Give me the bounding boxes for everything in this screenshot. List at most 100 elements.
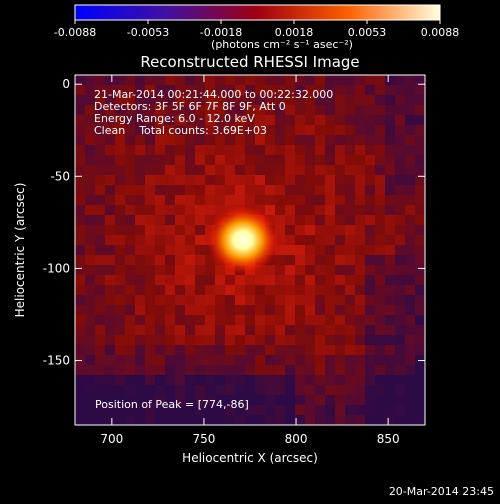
heatmap-cell	[395, 215, 406, 226]
heatmap-cell	[195, 255, 206, 266]
heatmap-cell	[145, 365, 156, 376]
heatmap-cell	[135, 225, 146, 236]
heatmap-cell	[315, 265, 326, 276]
heatmap-cell	[345, 315, 356, 326]
heatmap-cell	[255, 315, 266, 326]
heatmap-cell	[385, 345, 396, 356]
heatmap-cell	[295, 265, 306, 276]
heatmap-cell	[175, 75, 186, 86]
heatmap-cell	[255, 75, 266, 86]
heatmap-cell	[85, 205, 96, 216]
heatmap-cell	[125, 365, 136, 376]
heatmap-cell	[265, 405, 276, 416]
heatmap-cell	[265, 295, 276, 306]
heatmap-cell	[365, 245, 376, 256]
heatmap-cell	[145, 275, 156, 286]
heatmap-cell	[185, 345, 196, 356]
heatmap-cell	[145, 315, 156, 326]
heatmap-cell	[235, 285, 246, 296]
heatmap-cell	[165, 255, 176, 266]
heatmap-cell	[335, 195, 346, 206]
heatmap-cell	[95, 415, 106, 425]
heatmap-cell	[165, 415, 176, 425]
heatmap-cell	[375, 215, 386, 226]
heatmap-cell	[115, 215, 126, 226]
heatmap-cell	[365, 395, 376, 406]
heatmap-cell	[175, 305, 186, 316]
heatmap-cell	[115, 285, 126, 296]
heatmap-cell	[265, 105, 276, 116]
heatmap-cell	[255, 295, 266, 306]
colorbar	[74, 4, 441, 21]
heatmap-cell	[85, 295, 96, 306]
heatmap-cell	[395, 175, 406, 186]
heatmap-cell	[315, 255, 326, 266]
heatmap-cell	[195, 325, 206, 336]
heatmap-cell	[155, 225, 166, 236]
heatmap-cell	[345, 325, 356, 336]
heatmap-cell	[375, 415, 386, 425]
heatmap-cell	[385, 165, 396, 176]
heatmap-cell	[225, 145, 236, 156]
heatmap-cell	[115, 225, 126, 236]
heatmap-cell	[325, 95, 336, 106]
heatmap-cell	[215, 365, 226, 376]
heatmap-cell	[405, 275, 416, 286]
heatmap-cell	[365, 75, 376, 86]
heatmap-cell	[225, 275, 236, 286]
heatmap-cell	[185, 245, 196, 256]
heatmap-cell	[125, 135, 136, 146]
heatmap-cell	[125, 235, 136, 246]
heatmap-cell	[315, 315, 326, 326]
heatmap-cell	[305, 155, 316, 166]
heatmap-cell	[405, 85, 416, 96]
heatmap-cell	[205, 345, 216, 356]
heatmap-cell	[85, 235, 96, 246]
heatmap-cell	[285, 235, 296, 246]
heatmap-cell	[75, 305, 86, 316]
heatmap-cell	[85, 115, 96, 126]
heatmap-cell	[375, 335, 386, 346]
heatmap-cell	[315, 385, 326, 396]
heatmap-cell	[305, 175, 316, 186]
heatmap-cell	[325, 185, 336, 196]
heatmap-cell	[385, 385, 396, 396]
heatmap-cell	[305, 105, 316, 116]
heatmap-cell	[395, 295, 406, 306]
heatmap-cell	[215, 125, 226, 136]
heatmap-cell	[365, 375, 376, 386]
heatmap-cell	[245, 415, 256, 425]
heatmap-cell	[165, 135, 176, 146]
heatmap-cell	[85, 245, 96, 256]
heatmap-cell	[225, 405, 236, 416]
heatmap-cell	[365, 105, 376, 116]
heatmap-cell	[285, 195, 296, 206]
heatmap-cell	[395, 395, 406, 406]
heatmap-cell	[145, 95, 156, 106]
heatmap-cell	[145, 235, 156, 246]
heatmap-cell	[245, 145, 256, 156]
heatmap-cell	[175, 155, 186, 166]
heatmap-cell	[175, 295, 186, 306]
heatmap-cell	[305, 165, 316, 176]
heatmap-cell	[105, 115, 116, 126]
heatmap-cell	[295, 105, 306, 116]
heatmap-cell	[285, 185, 296, 196]
y-axis-label: Heliocentric Y (arcsec)	[13, 183, 27, 318]
heatmap-cell	[305, 305, 316, 316]
heatmap-cell	[395, 405, 406, 416]
heatmap-cell	[185, 75, 196, 86]
heatmap-cell	[285, 115, 296, 126]
heatmap-cell	[395, 335, 406, 346]
heatmap-cell	[105, 135, 116, 146]
heatmap-cell	[85, 405, 96, 416]
heatmap-cell	[205, 285, 216, 296]
heatmap-cell	[385, 225, 396, 236]
heatmap-cell	[135, 255, 146, 266]
heatmap-cell	[375, 355, 386, 366]
heatmap-cell	[325, 305, 336, 316]
heatmap-cell	[335, 285, 346, 296]
heatmap-cell	[135, 205, 146, 216]
heatmap-cell	[285, 295, 296, 306]
heatmap-cell	[255, 375, 266, 386]
